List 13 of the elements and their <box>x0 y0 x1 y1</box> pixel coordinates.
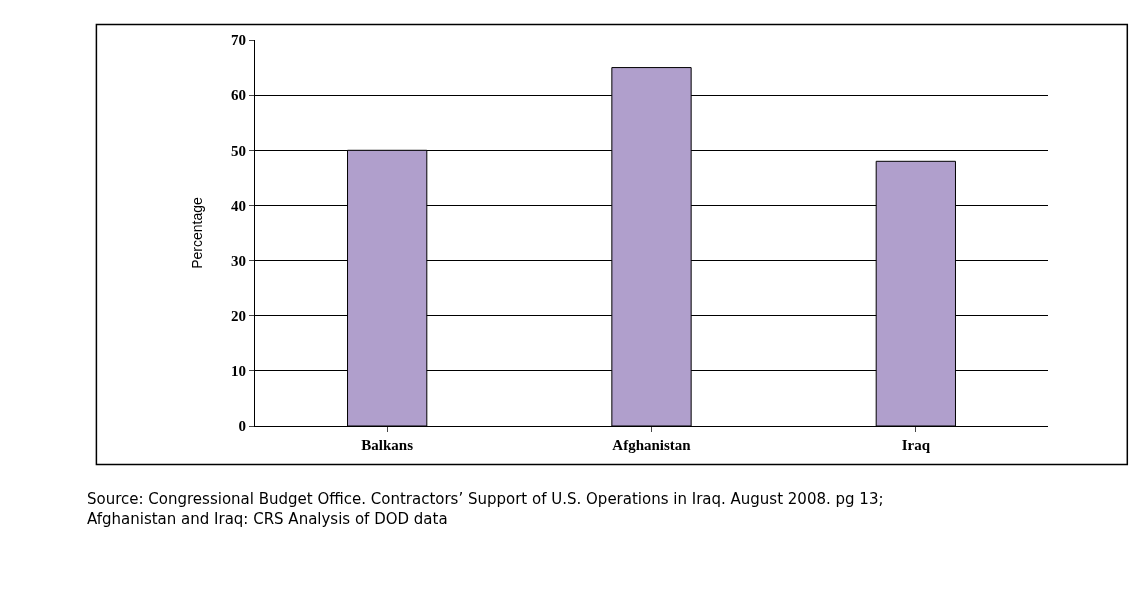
y-axis-title: Percentage <box>188 196 205 269</box>
y-tick-label: 50 <box>231 142 246 159</box>
y-tick-label: 60 <box>231 87 246 104</box>
x-tick-label: Afghanistan <box>612 437 692 453</box>
y-tick-label: 20 <box>231 307 246 324</box>
y-tick-label: 30 <box>231 252 246 269</box>
y-tick-label: 0 <box>238 418 246 435</box>
source-note: Source: Congressional Budget Office. Contractors’ Support of U.S. Operations in Iraq. August 2008. pg 13; Afghanistan and Iraq: CRS Analysis of DOD data <box>87 490 884 528</box>
y-tick-label: 70 <box>231 32 246 49</box>
y-tick-label: 40 <box>231 197 246 214</box>
y-tick-label: 10 <box>231 363 246 380</box>
x-tick-label: Iraq <box>901 437 931 453</box>
x-tick-label: Balkans <box>361 437 414 453</box>
